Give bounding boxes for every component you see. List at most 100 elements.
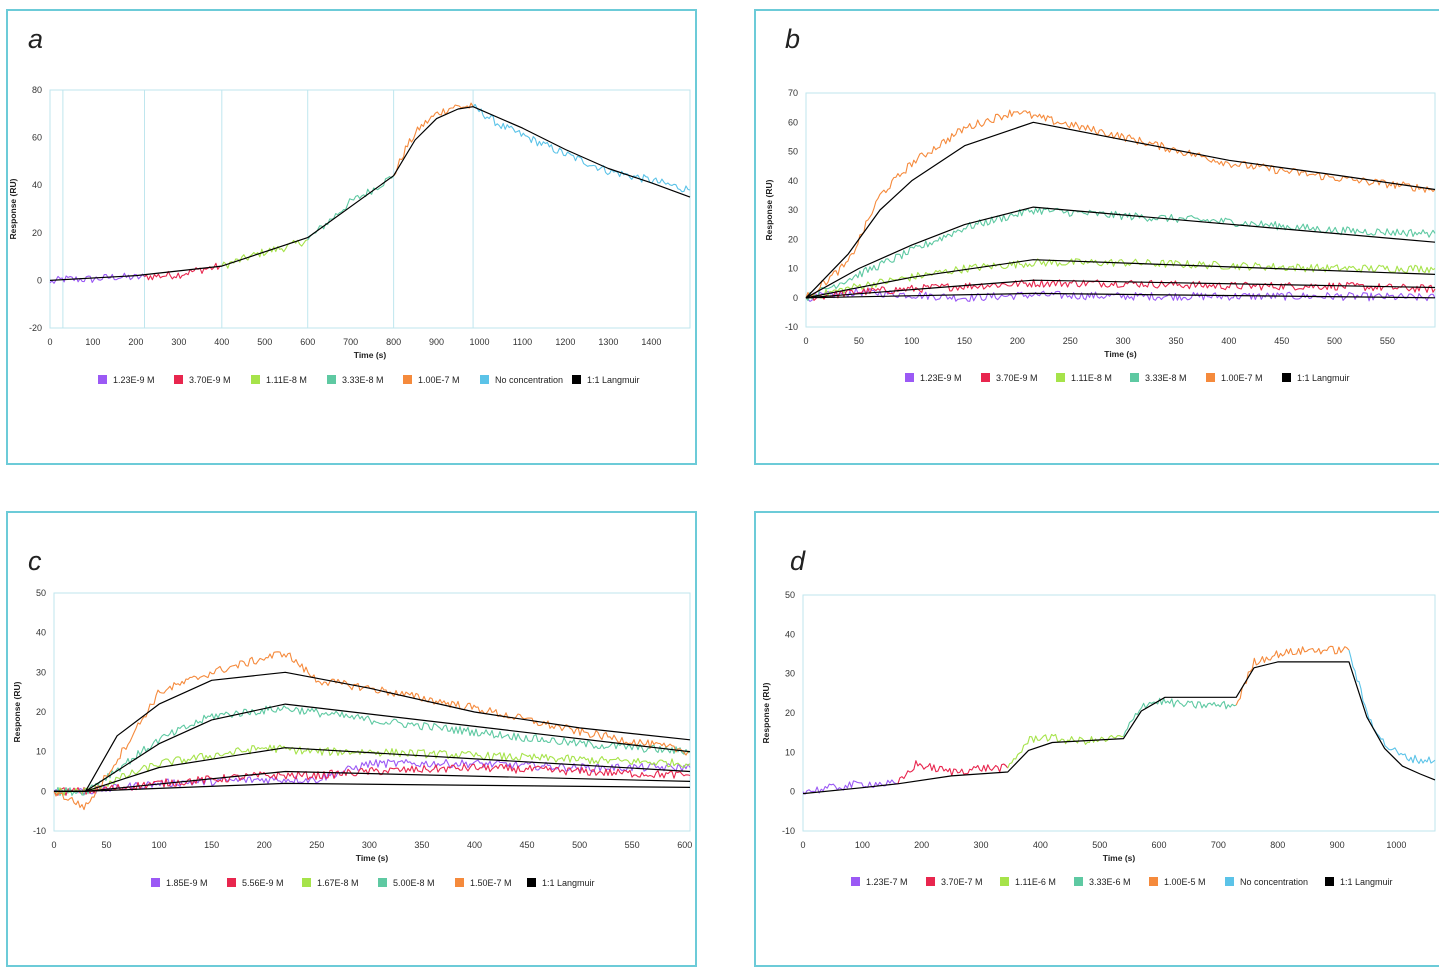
series-line [53, 758, 691, 796]
x-tick-label: 700 [343, 337, 358, 347]
x-axis-label: Time (s) [354, 350, 387, 360]
x-tick-label: 600 [300, 337, 315, 347]
legend-swatch [455, 878, 464, 887]
x-tick-label: 400 [214, 337, 229, 347]
legend-swatch [251, 375, 260, 384]
legend-label: 1.00E-7 M [418, 375, 460, 385]
x-tick-label: 1400 [641, 337, 661, 347]
y-tick-label: 20 [788, 234, 798, 244]
series-line [53, 763, 691, 796]
legend-label: 3.70E-7 M [941, 877, 983, 887]
series-line [472, 103, 691, 193]
series-line [307, 175, 395, 241]
y-tick-label: 80 [32, 85, 42, 95]
x-tick-label: 500 [1327, 336, 1342, 346]
series-line [53, 705, 691, 797]
legend-swatch [1000, 877, 1009, 886]
legend-swatch [480, 375, 489, 384]
y-tick-label: 0 [790, 787, 795, 797]
y-tick-label: 20 [32, 228, 42, 238]
x-tick-label: 550 [625, 840, 640, 850]
y-tick-label: 10 [36, 747, 46, 757]
x-tick-label: 150 [957, 336, 972, 346]
x-tick-label: 900 [1330, 840, 1345, 850]
plot-frame [53, 592, 691, 832]
legend-label: 1.00E-7 M [1221, 373, 1263, 383]
series-line [805, 109, 1436, 299]
x-tick-label: 200 [128, 337, 143, 347]
x-tick-label: 200 [1010, 336, 1025, 346]
legend-label: 1.11E-8 M [1071, 373, 1112, 383]
legend-label: 3.70E-9 M [189, 375, 231, 385]
legend-swatch [1149, 877, 1158, 886]
legend-label: 1.11E-8 M [266, 375, 307, 385]
fit-line [54, 782, 691, 792]
plot-frame [805, 92, 1436, 328]
x-tick-label: 250 [309, 840, 324, 850]
y-axis-label: Response (RU) [8, 178, 18, 239]
series-line [53, 744, 691, 796]
y-tick-label: 20 [785, 708, 795, 718]
chart-panel-b [754, 9, 1439, 465]
fit-line [805, 121, 1436, 299]
series-line [1235, 645, 1350, 706]
x-tick-label: 500 [257, 337, 272, 347]
y-tick-label: 20 [36, 707, 46, 717]
legend-swatch [905, 373, 914, 382]
x-tick-label: 400 [1033, 840, 1048, 850]
y-tick-label: 50 [36, 588, 46, 598]
series-line [393, 102, 474, 177]
y-tick-label: 60 [32, 133, 42, 143]
y-tick-label: 0 [793, 293, 798, 303]
y-tick-label: 50 [788, 147, 798, 157]
legend-label: 3.70E-9 M [996, 373, 1038, 383]
legend-label: 1:1 Langmuir [587, 375, 640, 385]
legend-swatch [926, 877, 935, 886]
legend-swatch [174, 375, 183, 384]
panel-letter: d [790, 546, 806, 576]
series-line [1122, 697, 1237, 737]
legend-label: No concentration [1240, 877, 1308, 887]
legend-label: 5.00E-8 M [393, 878, 435, 888]
x-tick-label: 0 [803, 336, 808, 346]
x-tick-label: 300 [171, 337, 186, 347]
legend-label: 3.33E-8 M [1145, 373, 1187, 383]
x-tick-label: 400 [467, 840, 482, 850]
fit-line [49, 106, 691, 281]
x-tick-label: 150 [204, 840, 219, 850]
x-tick-label: 300 [362, 840, 377, 850]
series-line [897, 760, 1009, 784]
legend-label: 1.23E-7 M [866, 877, 908, 887]
x-axis-label: Time (s) [1103, 853, 1136, 863]
legend-label: 1:1 Langmuir [1340, 877, 1393, 887]
y-tick-label: 0 [41, 786, 46, 796]
x-tick-label: 500 [572, 840, 587, 850]
legend-label: 1.50E-7 M [470, 878, 512, 888]
y-tick-label: 30 [788, 205, 798, 215]
x-tick-label: 800 [1270, 840, 1285, 850]
y-tick-label: -10 [33, 826, 46, 836]
y-tick-label: -10 [785, 322, 798, 332]
x-axis-label: Time (s) [356, 853, 389, 863]
x-axis-label: Time (s) [1104, 349, 1137, 359]
legend-label: 1:1 Langmuir [542, 878, 595, 888]
legend-swatch [1282, 373, 1291, 382]
y-tick-label: -10 [782, 826, 795, 836]
series-line [805, 258, 1436, 299]
legend-label: 3.33E-8 M [342, 375, 384, 385]
fit-line [805, 206, 1436, 299]
y-tick-label: 60 [788, 117, 798, 127]
x-tick-label: 1300 [598, 337, 618, 347]
plot-frame [49, 89, 691, 329]
legend-swatch [572, 375, 581, 384]
series-line [1348, 649, 1436, 764]
x-tick-label: 100 [152, 840, 167, 850]
y-tick-label: 30 [785, 669, 795, 679]
x-tick-label: 350 [1168, 336, 1183, 346]
y-tick-label: 40 [32, 180, 42, 190]
series-line [221, 239, 308, 269]
fit-line [54, 671, 691, 792]
